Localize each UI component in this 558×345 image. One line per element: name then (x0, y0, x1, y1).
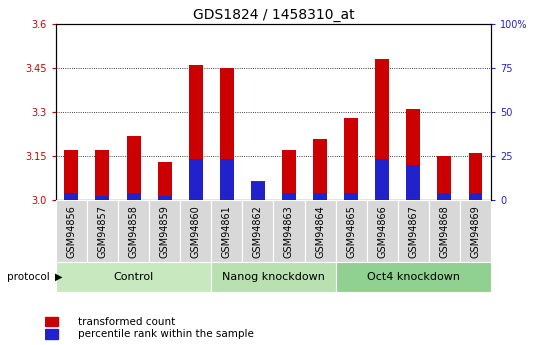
Text: GSM94861: GSM94861 (222, 205, 232, 257)
Bar (375, 159, 389, 200)
Bar (242, 200, 273, 262)
Text: GSM94864: GSM94864 (315, 205, 325, 257)
Text: GSM94868: GSM94868 (439, 205, 449, 257)
Text: percentile rank within the sample: percentile rank within the sample (78, 329, 254, 339)
Bar (189, 159, 203, 200)
Bar (87, 200, 118, 262)
Text: Oct4 knockdown: Oct4 knockdown (367, 272, 460, 282)
Bar (406, 165, 420, 200)
Text: transformed count: transformed count (78, 317, 175, 327)
Text: GSM94859: GSM94859 (160, 205, 170, 258)
Bar (64, 150, 78, 200)
Bar (211, 200, 242, 262)
Bar (211, 262, 335, 292)
Bar (335, 200, 367, 262)
Bar (157, 162, 172, 200)
Bar (375, 59, 389, 200)
Bar (344, 118, 358, 200)
Bar (220, 159, 234, 200)
Bar (56, 200, 87, 262)
Bar (95, 196, 109, 200)
Bar (45, 317, 58, 326)
Bar (149, 200, 180, 262)
Bar (313, 139, 327, 200)
Bar (273, 200, 305, 262)
Bar (282, 193, 296, 200)
Bar (469, 193, 483, 200)
Text: GSM94860: GSM94860 (191, 205, 201, 257)
Text: GSM94856: GSM94856 (66, 205, 76, 258)
Bar (220, 68, 234, 200)
Bar (180, 200, 211, 262)
Bar (127, 193, 141, 200)
Text: protocol: protocol (7, 272, 50, 282)
Bar (282, 150, 296, 200)
Bar (406, 109, 420, 200)
Title: GDS1824 / 1458310_at: GDS1824 / 1458310_at (193, 8, 354, 22)
Bar (469, 153, 483, 200)
Text: GSM94869: GSM94869 (470, 205, 480, 257)
Bar (45, 329, 58, 339)
Bar (344, 193, 358, 200)
Bar (437, 193, 451, 200)
Bar (64, 193, 78, 200)
Bar (56, 262, 211, 292)
Text: GSM94862: GSM94862 (253, 205, 263, 258)
Bar (118, 200, 149, 262)
Text: Nanog knockdown: Nanog knockdown (222, 272, 325, 282)
Text: GSM94866: GSM94866 (377, 205, 387, 257)
Bar (95, 150, 109, 200)
Bar (313, 193, 327, 200)
Bar (157, 196, 172, 200)
Text: GSM94857: GSM94857 (98, 205, 108, 258)
Bar (429, 200, 460, 262)
Text: GSM94865: GSM94865 (346, 205, 356, 258)
Bar (367, 200, 398, 262)
Bar (251, 181, 265, 200)
Bar (305, 200, 335, 262)
Text: GSM94867: GSM94867 (408, 205, 418, 258)
Bar (335, 262, 491, 292)
Bar (251, 182, 265, 200)
Bar (127, 136, 141, 200)
Text: ▶: ▶ (55, 272, 62, 282)
Text: GSM94863: GSM94863 (284, 205, 294, 257)
Bar (460, 200, 491, 262)
Bar (437, 156, 451, 200)
Text: Control: Control (113, 272, 153, 282)
Bar (398, 200, 429, 262)
Text: GSM94858: GSM94858 (128, 205, 138, 258)
Bar (189, 65, 203, 200)
